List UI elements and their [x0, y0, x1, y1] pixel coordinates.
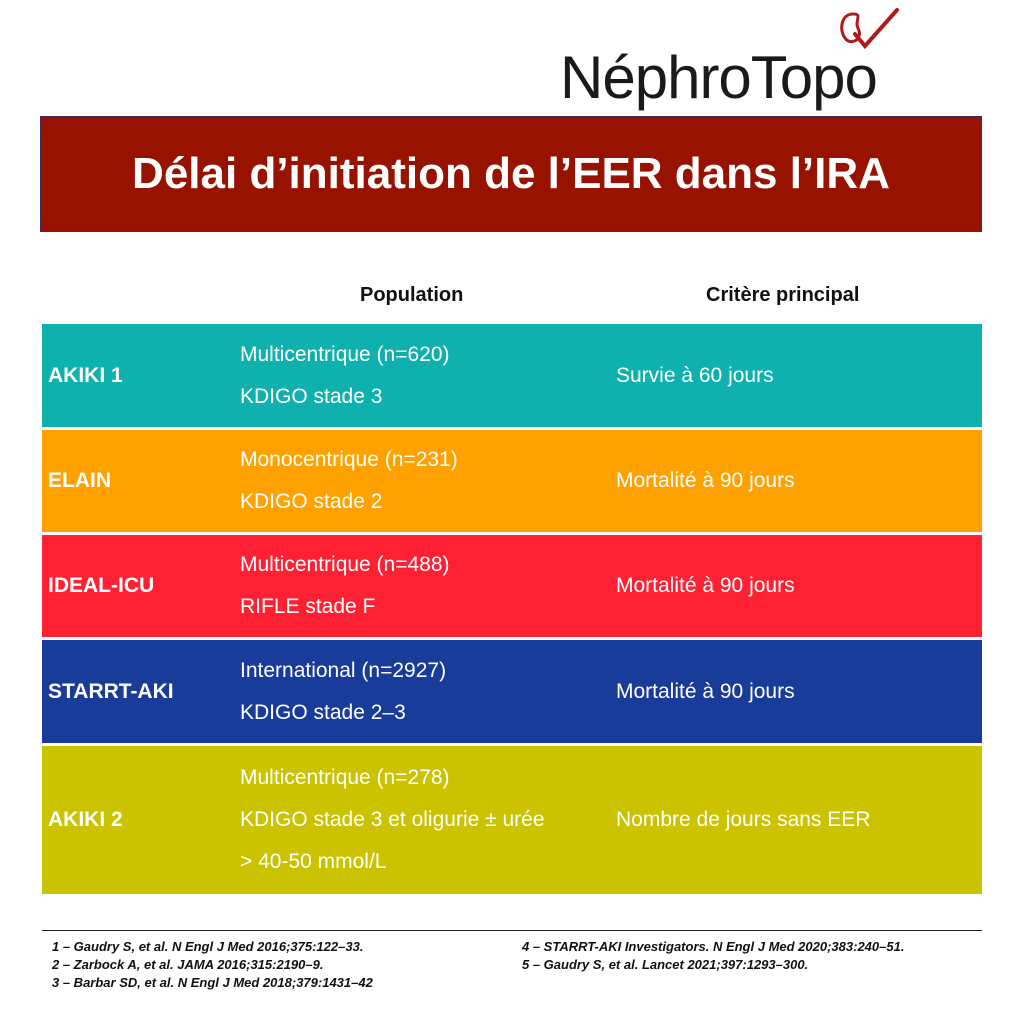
reference-item: 1 – Gaudry S, et al. N Engl J Med 2016;3… [52, 939, 364, 954]
population-cell: Monocentrique (n=231) KDIGO stade 2 [240, 439, 458, 523]
reference-item: 3 – Barbar SD, et al. N Engl J Med 2018;… [52, 975, 373, 990]
population-line: KDIGO stade 2 [240, 490, 383, 513]
population-line: KDIGO stade 3 [240, 384, 383, 408]
study-name: ELAIN [48, 469, 111, 492]
brand-logo: NéphroTopo [560, 44, 878, 111]
study-name: AKIKI 2 [48, 808, 123, 831]
reference-item: 5 – Gaudry S, et al. Lancet 2021;397:129… [522, 957, 809, 972]
population-line: KDIGO stade 3 et oligurie ± urée [240, 808, 545, 831]
population-cell: Multicentrique (n=620) KDIGO stade 3 [240, 334, 450, 418]
criterion-cell: Mortalité à 90 jours [616, 574, 795, 597]
table-row: AKIKI 2 Multicentrique (n=278) KDIGO sta… [42, 746, 982, 894]
population-line: Multicentrique (n=278) [240, 766, 450, 789]
table-row: STARRT-AKI International (n=2927) KDIGO … [42, 640, 982, 743]
title-banner: Délai d’initiation de l’EER dans l’IRA [40, 116, 982, 232]
study-name: STARRT-AKI [48, 679, 174, 703]
column-header-criterion: Critère principal [706, 284, 860, 306]
table-row: IDEAL-ICU Multicentrique (n=488) RIFLE s… [42, 535, 982, 637]
study-name: AKIKI 1 [48, 363, 123, 387]
criterion-cell: Mortalité à 90 jours [616, 679, 795, 703]
population-line: RIFLE stade F [240, 595, 376, 618]
table-row: AKIKI 1 Multicentrique (n=620) KDIGO sta… [42, 324, 982, 427]
criterion-cell: Survie à 60 jours [616, 363, 774, 387]
population-line: Multicentrique (n=620) [240, 342, 450, 366]
reference-item: 4 – STARRT-AKI Investigators. N Engl J M… [522, 939, 905, 954]
population-cell: International (n=2927) KDIGO stade 2–3 [240, 650, 446, 734]
population-line: > 40-50 mmol/L [240, 850, 387, 873]
kidney-check-icon [840, 8, 899, 50]
population-line: Monocentrique (n=231) [240, 448, 458, 471]
population-line: Multicentrique (n=488) [240, 553, 450, 576]
criterion-cell: Nombre de jours sans EER [616, 808, 871, 831]
footer-divider [42, 930, 982, 931]
population-line: KDIGO stade 2–3 [240, 700, 406, 724]
table-row: ELAIN Monocentrique (n=231) KDIGO stade … [42, 430, 982, 532]
population-line: International (n=2927) [240, 658, 447, 682]
references-left: 1 – Gaudry S, et al. N Engl J Med 2016;3… [52, 938, 373, 992]
references-right: 4 – STARRT-AKI Investigators. N Engl J M… [522, 938, 904, 974]
criterion-cell: Mortalité à 90 jours [616, 469, 795, 492]
study-name: IDEAL-ICU [48, 574, 155, 597]
population-cell: Multicentrique (n=488) RIFLE stade F [240, 544, 450, 628]
column-header-population: Population [360, 284, 464, 306]
population-cell: Multicentrique (n=278) KDIGO stade 3 et … [240, 757, 545, 883]
reference-item: 2 – Zarbock A, et al. JAMA 2016;315:2190… [52, 957, 324, 972]
page-title: Délai d’initiation de l’EER dans l’IRA [132, 149, 890, 198]
